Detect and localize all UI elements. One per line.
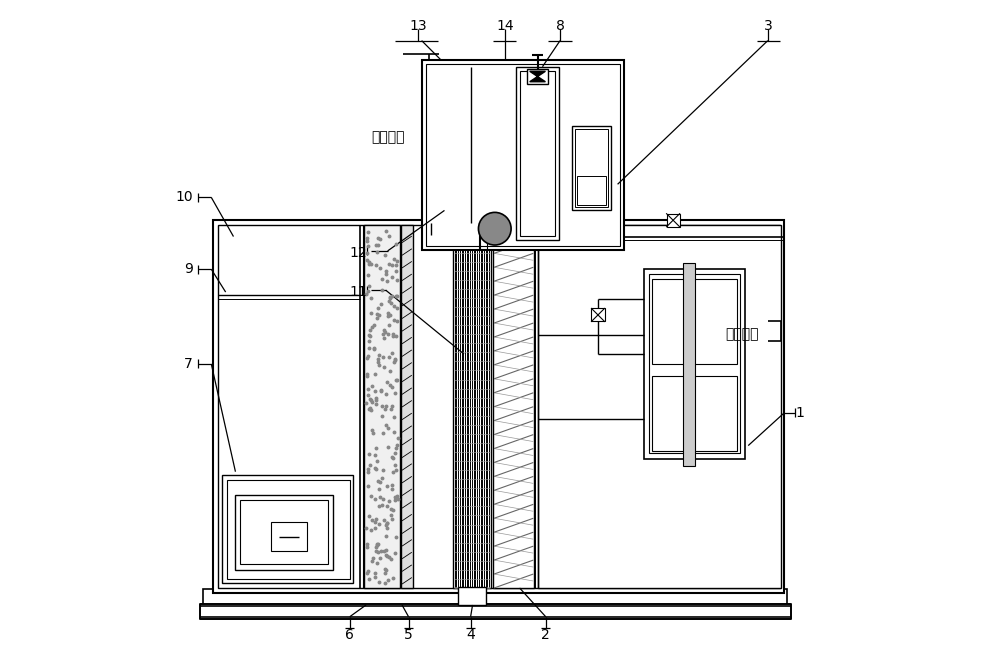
Text: 2: 2	[541, 628, 550, 642]
Bar	[591, 308, 605, 321]
Bar	[271, 522, 307, 552]
Bar	[213, 220, 784, 592]
Bar	[200, 604, 791, 619]
Bar	[575, 129, 608, 207]
Bar	[667, 214, 680, 227]
Bar	[644, 269, 745, 459]
Bar	[572, 125, 611, 211]
Bar	[527, 69, 548, 85]
Text: 至外水源: 至外水源	[371, 131, 405, 144]
Bar	[218, 226, 780, 588]
Text: 12: 12	[349, 246, 367, 260]
Bar	[493, 226, 534, 588]
Bar	[227, 480, 350, 579]
Text: 7: 7	[184, 357, 193, 371]
Bar	[401, 226, 413, 588]
Text: 6: 6	[345, 628, 354, 642]
Text: 5: 5	[404, 628, 413, 642]
Bar	[453, 226, 491, 588]
Bar	[422, 60, 624, 250]
Bar	[683, 262, 695, 466]
Polygon shape	[530, 72, 545, 82]
Bar	[426, 64, 620, 246]
Bar	[652, 279, 737, 364]
Bar	[240, 501, 328, 564]
Bar	[577, 176, 606, 205]
Bar	[520, 71, 555, 236]
Text: 8: 8	[556, 19, 565, 33]
Bar	[222, 475, 353, 583]
Bar	[458, 586, 486, 605]
Bar	[235, 495, 333, 569]
Bar	[649, 274, 740, 453]
Circle shape	[478, 213, 511, 245]
Text: 3: 3	[763, 19, 772, 33]
Text: 13: 13	[410, 19, 427, 33]
Bar	[203, 589, 787, 605]
Text: 接外水源: 接外水源	[725, 327, 759, 342]
Text: 10: 10	[175, 190, 193, 205]
Bar	[364, 226, 400, 588]
Text: 14: 14	[496, 19, 514, 33]
Bar	[538, 226, 781, 588]
Text: 4: 4	[466, 628, 475, 642]
Text: 9: 9	[184, 262, 193, 276]
Text: 1: 1	[795, 406, 804, 420]
Bar	[652, 376, 737, 451]
Text: 11: 11	[349, 285, 367, 299]
Bar	[516, 67, 559, 240]
